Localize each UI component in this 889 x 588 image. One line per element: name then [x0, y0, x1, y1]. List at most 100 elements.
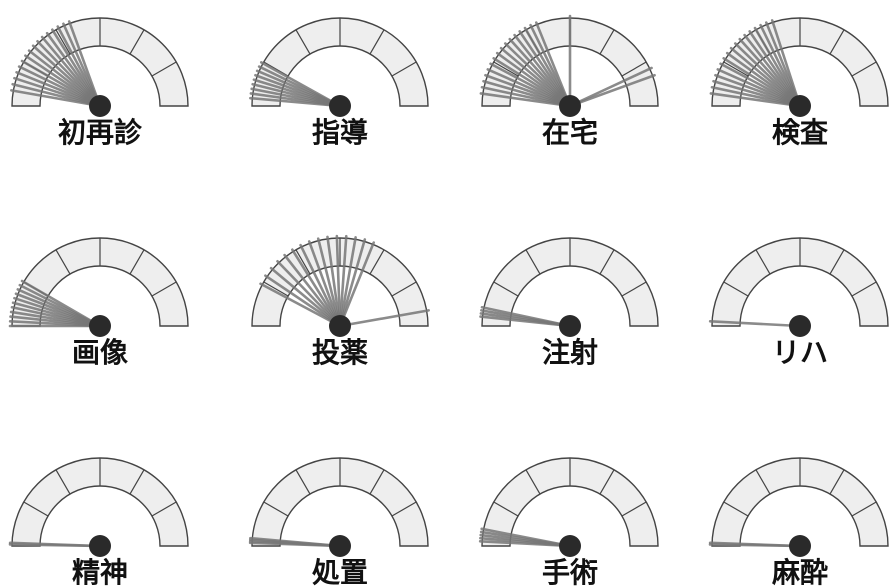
gauge-needle — [534, 21, 572, 108]
gauge-segment-divider — [525, 249, 541, 275]
gauge-segment-divider — [755, 469, 771, 495]
gauge-needle — [299, 243, 342, 328]
gauge-segment-divider — [369, 249, 385, 275]
gauge-needle — [291, 248, 342, 328]
gauge-hub — [89, 315, 111, 337]
gauge-hub — [89, 535, 111, 557]
gauge-segment-divider — [829, 29, 845, 55]
gauge-segment-divider — [295, 469, 311, 495]
gauge-needle — [276, 259, 342, 328]
gauge-hub — [559, 95, 581, 117]
gauge-segment-divider — [599, 29, 615, 55]
gauge-hub — [559, 535, 581, 557]
gauge-segment-divider — [263, 501, 289, 517]
gauge: 手術 — [478, 457, 659, 588]
gauge-segment-divider — [621, 61, 647, 77]
gauge-segment-divider — [493, 61, 519, 77]
gauge: 画像 — [8, 237, 189, 369]
gauge-needle — [708, 319, 802, 328]
gauge-needle — [568, 66, 653, 108]
gauge-label: 検査 — [772, 116, 828, 149]
gauge-segment-divider — [829, 469, 845, 495]
gauge-label: 画像 — [72, 336, 129, 369]
gauge-needle — [20, 279, 102, 328]
gauge-segment-divider — [723, 61, 749, 77]
gauge: 検査 — [709, 17, 889, 149]
gauge-label: 処置 — [312, 556, 368, 588]
gauge-segment-divider — [263, 281, 289, 297]
gauge-needle — [249, 536, 342, 548]
gauge-needle — [259, 61, 342, 108]
gauge-needle — [480, 305, 572, 328]
gauge-needle — [283, 253, 342, 328]
gauge: リハ — [708, 237, 889, 369]
gauge-segment-divider — [851, 61, 877, 77]
gauge-segment-divider — [851, 281, 877, 297]
gauge-segment-divider — [295, 249, 311, 275]
gauge-segment-divider — [493, 281, 519, 297]
gauge-hub — [89, 95, 111, 117]
gauge-needle — [335, 234, 342, 328]
gauge-segment-divider — [621, 501, 647, 517]
gauge-segment-divider — [295, 29, 311, 55]
gauge-needle — [708, 541, 802, 548]
gauge-segment-divider — [599, 469, 615, 495]
gauge-segment-divider — [391, 501, 417, 517]
gauge-segment-divider — [151, 281, 177, 297]
gauge: 初再診 — [10, 17, 189, 149]
gauge: 指導 — [249, 17, 429, 149]
gauge-segment-divider — [755, 249, 771, 275]
gauge-needle — [67, 20, 102, 108]
gauge-needle — [264, 274, 342, 328]
gauge-segment-divider — [829, 249, 845, 275]
gauge-segment-divider — [129, 469, 145, 495]
gauge-segment-divider — [23, 501, 49, 517]
gauge-label: 初再診 — [58, 116, 143, 149]
gauge-segment-divider — [151, 501, 177, 517]
gauge-label: 手術 — [542, 556, 598, 588]
gauge-needle — [480, 527, 572, 548]
gauge-label: 投薬 — [312, 336, 368, 369]
gauge-hub — [789, 535, 811, 557]
gauge-segment-divider — [391, 281, 417, 297]
gauge-needle — [316, 237, 342, 328]
gauge-segment-divider — [599, 249, 615, 275]
gauge: 精神 — [8, 457, 189, 588]
gauge-hub — [329, 95, 351, 117]
gauge-needle — [269, 266, 342, 328]
gauge: 投薬 — [251, 234, 430, 369]
gauge-needle — [259, 282, 342, 328]
gauge-segment-divider — [55, 29, 71, 55]
gauge-segment-divider — [851, 501, 877, 517]
gauge-hub — [789, 315, 811, 337]
gauge-needle — [326, 235, 342, 328]
gauge-segment-divider — [369, 469, 385, 495]
gauge-segment-divider — [391, 61, 417, 77]
gauge-segment-divider — [55, 249, 71, 275]
gauge-segment-divider — [621, 281, 647, 297]
gauge-needle — [338, 309, 430, 328]
gauge: 麻酔 — [708, 457, 889, 588]
gauge-hub — [329, 535, 351, 557]
gauge-needle — [770, 19, 802, 108]
gauge-needle — [338, 236, 357, 328]
gauge-needle — [8, 541, 102, 548]
gauge-segment-divider — [151, 61, 177, 77]
gauge-needle — [338, 234, 348, 328]
gauge: 処置 — [248, 457, 429, 588]
gauge-hub — [329, 315, 351, 337]
gauge-segment-divider — [525, 469, 541, 495]
gauge-hub — [789, 95, 811, 117]
gauge: 注射 — [479, 237, 659, 369]
gauge-segment-divider — [723, 501, 749, 517]
gauge-label: 精神 — [72, 556, 128, 588]
gauge-hub — [559, 315, 581, 337]
gauge: 在宅 — [479, 14, 659, 149]
gauge-needle — [338, 238, 367, 328]
gauge-label: リハ — [772, 336, 828, 369]
gauge-segment-divider — [493, 501, 519, 517]
gauge-label: 在宅 — [542, 116, 598, 149]
gauge-label: 指導 — [312, 116, 368, 149]
gauge-label: 注射 — [542, 336, 598, 369]
